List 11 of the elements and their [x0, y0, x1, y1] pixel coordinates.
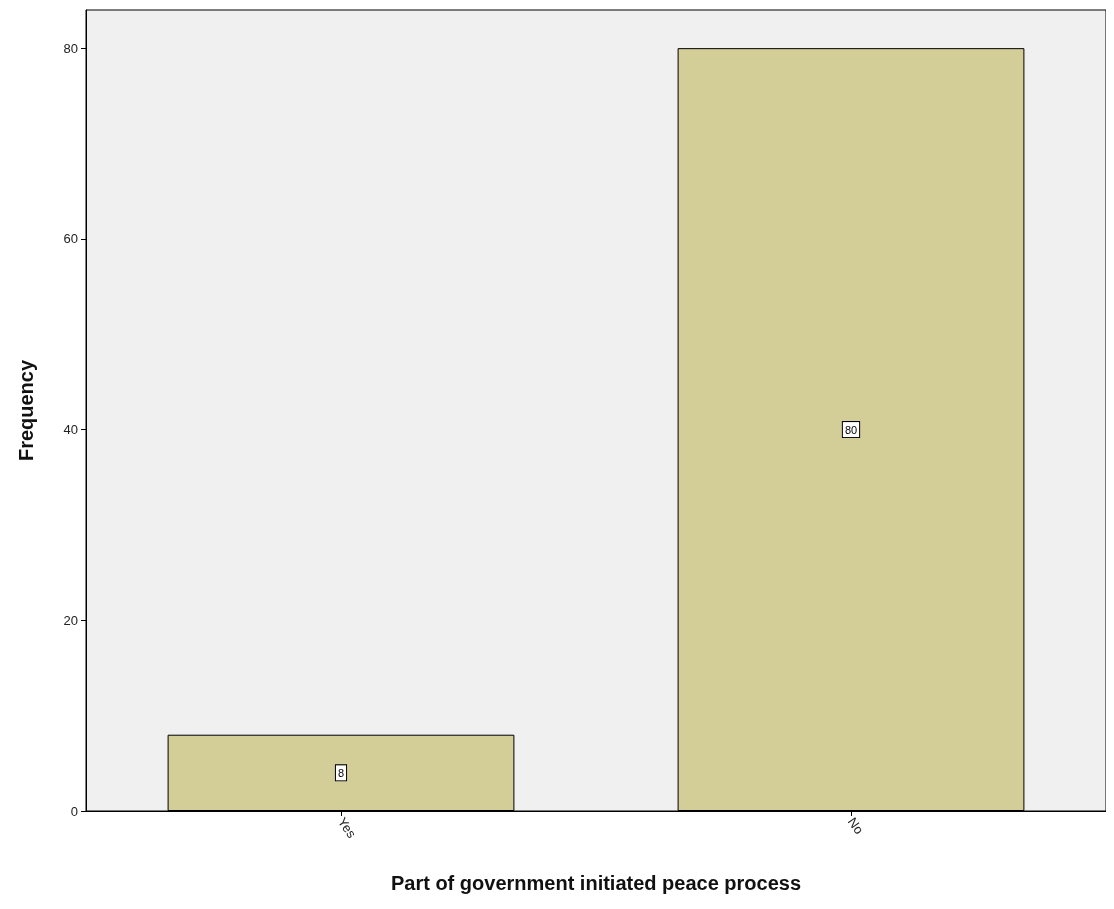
data-label: 8	[337, 766, 345, 779]
x-axis-title: Part of government initiated peace process	[390, 872, 802, 894]
y-axis-title: Frequency	[15, 359, 37, 462]
y-tick-label: 80	[63, 40, 78, 56]
x-tick-label: Yes	[334, 814, 360, 842]
x-tick-label: No	[844, 814, 867, 837]
y-tick-label: 20	[63, 612, 78, 628]
y-tick-label: 40	[63, 422, 78, 438]
data-label: 80	[844, 423, 858, 436]
y-tick-label: 0	[70, 803, 78, 819]
y-tick-label: 60	[63, 231, 78, 247]
